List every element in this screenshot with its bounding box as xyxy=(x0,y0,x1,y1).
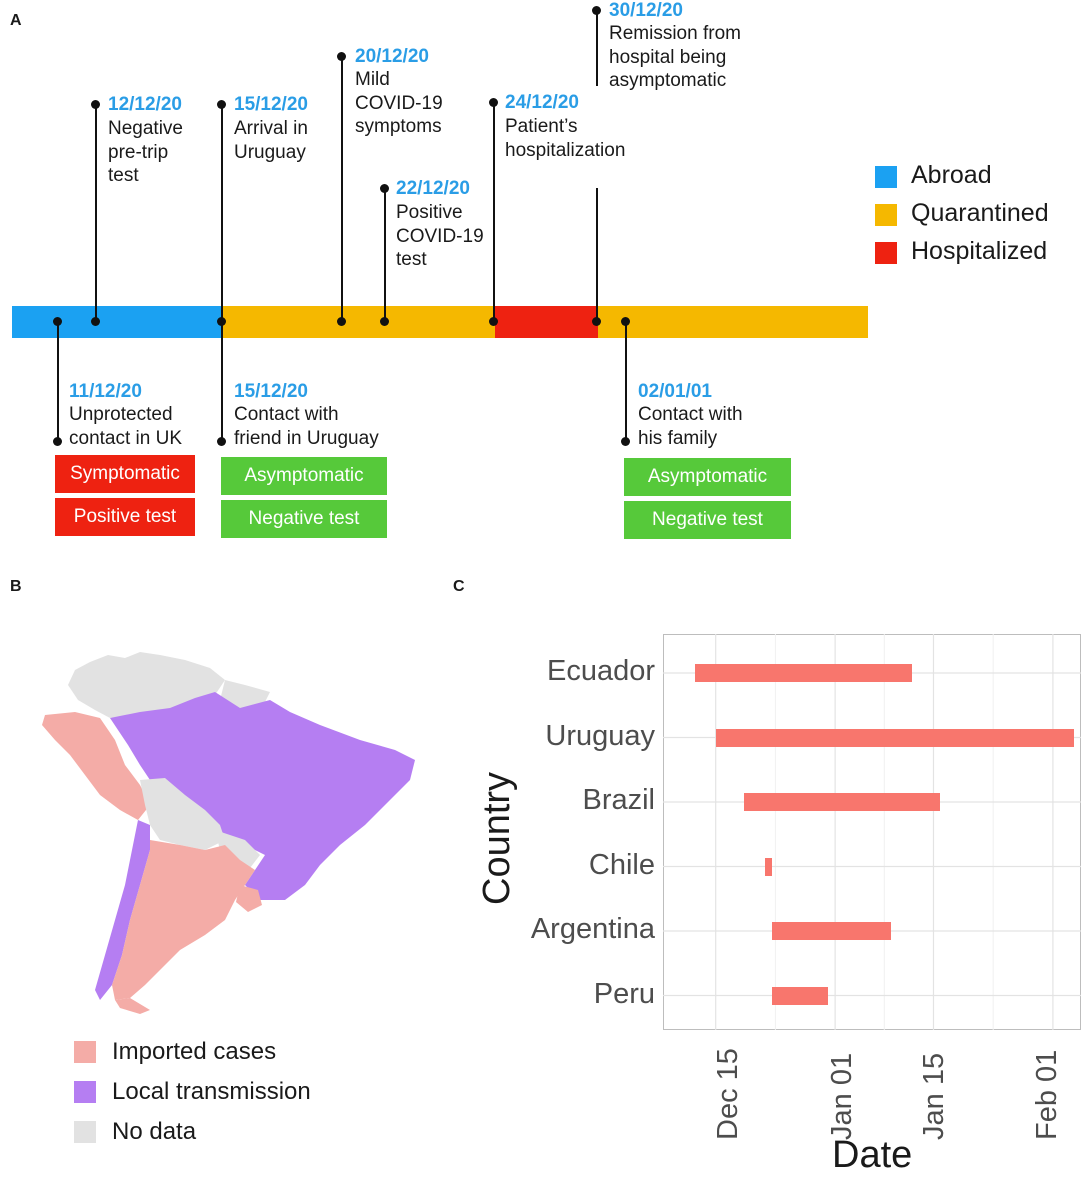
legend-swatch-hospitalized xyxy=(875,242,897,264)
x-tick-dec15: Dec 15 xyxy=(712,1048,744,1140)
gantt-gridlines xyxy=(663,634,1081,1030)
panel-label-a: A xyxy=(10,12,22,29)
legend-label: Hospitalized xyxy=(911,237,1048,265)
map-legend-label: Imported cases xyxy=(112,1038,277,1065)
legend-swatch-quarantined xyxy=(875,204,897,226)
map-region-tip-imported xyxy=(115,998,150,1014)
event-desc: Patient’s hospitalization xyxy=(505,116,626,161)
gantt-bar-uruguay xyxy=(715,728,1074,747)
event-desc: Remission from hospital being asymptomat… xyxy=(609,23,741,91)
segment-abroad xyxy=(12,306,222,338)
y-label-chile: Chile xyxy=(588,849,655,881)
segment-quarantined xyxy=(222,306,495,338)
event-date: 15/12/20 xyxy=(234,94,308,115)
map-region-north-nodata xyxy=(68,652,225,718)
gantt-bar-brazil xyxy=(743,793,941,811)
map-legend-swatch-local xyxy=(74,1081,96,1103)
legend-swatch-abroad xyxy=(875,166,897,188)
event-date: 24/12/20 xyxy=(505,92,579,113)
event-desc: Mild COVID-19 symptoms xyxy=(355,69,443,137)
event-desc: Unprotected contact in UK xyxy=(69,404,182,449)
gantt-plot-area xyxy=(663,634,1081,1030)
y-axis-title: Country xyxy=(476,771,518,905)
test-box-negative: Negative test xyxy=(221,500,387,538)
map-region-brazil-local xyxy=(110,692,415,900)
y-label-uruguay: Uruguay xyxy=(545,720,655,752)
y-label-peru: Peru xyxy=(593,978,655,1010)
map-legend-label: No data xyxy=(112,1118,197,1145)
panel-label-b: B xyxy=(10,578,22,595)
legend-label: Abroad xyxy=(911,161,992,189)
gantt-bar-peru xyxy=(771,986,829,1005)
event-desc: Negative pre-trip test xyxy=(108,118,183,186)
event-date: 22/12/20 xyxy=(396,178,470,199)
event-date: 30/12/20 xyxy=(609,0,683,21)
x-tick-jan15: Jan 15 xyxy=(918,1052,950,1140)
map-region-guianas-nodata xyxy=(220,680,270,710)
status-box-asymptomatic: Asymptomatic xyxy=(221,457,387,495)
gantt-bar-argentina xyxy=(771,922,892,940)
test-box-negative: Negative test xyxy=(624,501,791,539)
event-date: 02/01/01 xyxy=(638,381,712,402)
event-desc: Contact with friend in Uruguay xyxy=(234,404,379,449)
map-legend-label: Local transmission xyxy=(112,1078,311,1105)
event-desc: Contact with his family xyxy=(638,404,743,449)
y-label-brazil: Brazil xyxy=(582,784,655,816)
event-desc: Arrival in Uruguay xyxy=(234,118,308,163)
panel-label-c: C xyxy=(453,578,465,595)
map-region-bolivia-nodata xyxy=(140,778,225,850)
y-label-argentina: Argentina xyxy=(530,913,655,945)
test-box-positive: Positive test xyxy=(55,498,195,536)
map-region-uruguay-imported xyxy=(236,885,262,912)
map-legend-swatch-nodata xyxy=(74,1121,96,1143)
x-tick-jan01: Jan 01 xyxy=(826,1052,858,1140)
event-desc: Positive COVID-19 test xyxy=(396,202,484,270)
status-box-symptomatic: Symptomatic xyxy=(55,455,195,493)
y-label-ecuador: Ecuador xyxy=(546,655,655,687)
status-box-asymptomatic: Asymptomatic xyxy=(624,458,791,496)
event-date: 15/12/20 xyxy=(234,381,308,402)
event-date: 12/12/20 xyxy=(108,94,182,115)
map-legend-swatch-imported xyxy=(74,1041,96,1063)
segment-quarantined-after xyxy=(598,306,868,338)
event-date: 11/12/20 xyxy=(69,381,142,402)
south-america-map xyxy=(42,652,415,1014)
x-tick-feb01: Feb 01 xyxy=(1031,1049,1063,1140)
map-region-peru-imported xyxy=(42,712,150,820)
x-axis-title: Date xyxy=(832,1134,913,1176)
event-date: 20/12/20 xyxy=(355,46,429,67)
legend-label: Quarantined xyxy=(911,199,1049,227)
segment-hospitalized xyxy=(495,306,598,338)
gantt-bar-ecuador xyxy=(694,664,913,682)
map-region-chile-local xyxy=(95,820,150,1000)
map-region-paraguay-nodata xyxy=(215,830,260,868)
map-region-argentina-imported xyxy=(112,840,255,1000)
gantt-bar-chile xyxy=(764,857,772,876)
